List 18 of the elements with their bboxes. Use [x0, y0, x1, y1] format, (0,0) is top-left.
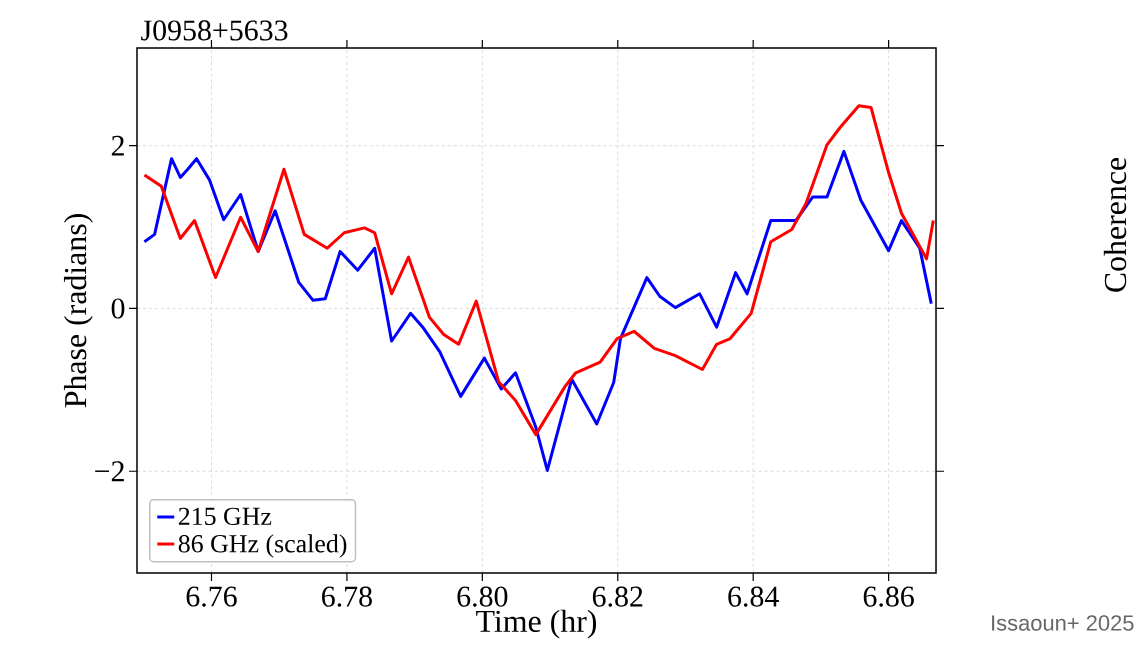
x-tick-label: 6.78 — [322, 586, 372, 607]
y-tick-label: −2 — [95, 461, 124, 482]
legend-label: 86 GHz (scaled) — [178, 534, 347, 558]
text: Issaoun+ 2025 — [992, 615, 1134, 631]
x-tick-label: 6.86 — [863, 586, 914, 607]
x-axis-title: Time (hr) — [476, 609, 597, 639]
y-tick-label: 0 — [111, 298, 125, 319]
legend-label: 215 GHz — [178, 507, 272, 526]
line-series — [142, 104, 935, 437]
x-tick-label: 6.84 — [728, 586, 779, 607]
x-tick-label: 6.76 — [186, 586, 237, 607]
x-tick-label: 6.82 — [592, 586, 643, 607]
text: Coherence — [1103, 157, 1127, 292]
y-tick-label: 2 — [111, 135, 124, 156]
line-series — [142, 149, 933, 472]
x-tick-label: 6.80 — [457, 586, 508, 607]
y-axis-title: Phase (radians) — [63, 214, 93, 408]
chart-title: J0958+5633 — [141, 20, 288, 41]
